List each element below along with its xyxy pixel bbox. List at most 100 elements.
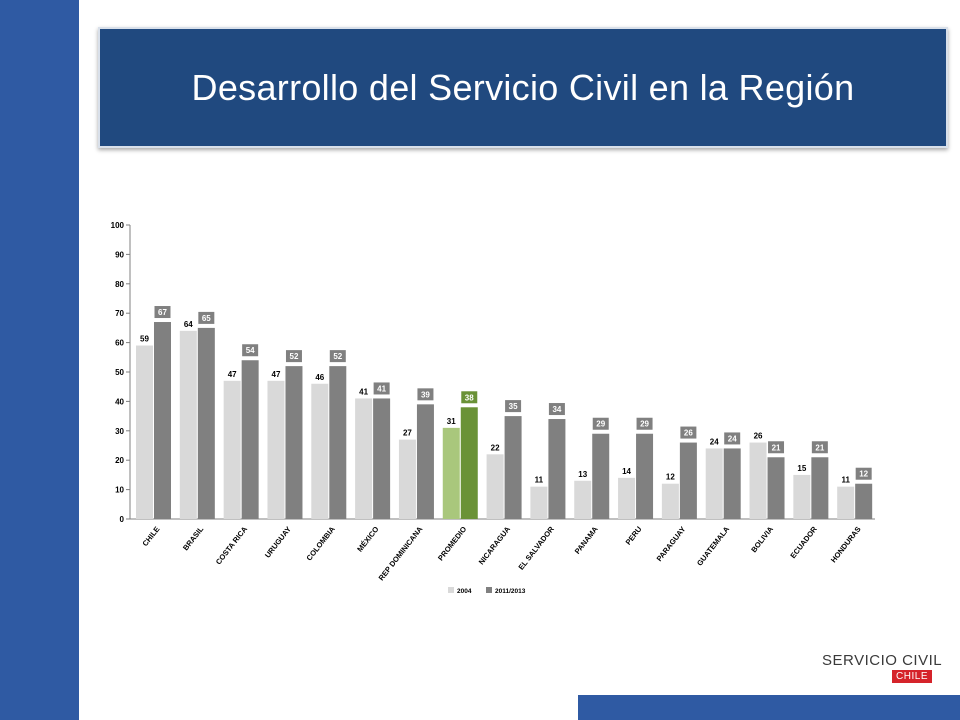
category-label: URUGUAY	[263, 525, 293, 560]
data-label-2011-2013: 65	[202, 314, 211, 323]
bar-2011-2013	[373, 398, 391, 519]
bar-2011-2013	[811, 457, 829, 519]
data-label-box-2011-2013	[855, 467, 872, 480]
bar-2004	[486, 454, 504, 519]
bar-2004	[661, 483, 679, 519]
data-label-2011-2013: 35	[509, 402, 518, 411]
data-label-2004: 64	[184, 320, 193, 329]
bar-2004	[267, 380, 285, 519]
bar-2011-2013	[855, 483, 873, 519]
y-tick-label: 10	[115, 486, 124, 495]
bar-chart: 0 10 20 30 40 50 60 70 80 90 100 59 67 CHILE 64 65 BRASI…	[111, 221, 875, 595]
data-label-2011-2013: 29	[640, 420, 649, 429]
category-label: REP DOMINICANA	[377, 524, 425, 582]
bar-2004	[705, 448, 723, 519]
data-label-2011-2013: 54	[246, 346, 255, 355]
slide-title: Desarrollo del Servicio Civil en la Regi…	[191, 67, 855, 108]
bar-2011-2013	[636, 433, 654, 519]
data-label-2011-2013: 12	[859, 470, 868, 479]
data-label-box-2011-2013	[680, 426, 697, 439]
bar-2004	[355, 398, 373, 519]
data-label-box-2011-2013	[198, 311, 215, 324]
bar-2004	[749, 442, 767, 519]
bar-2011-2013	[460, 407, 478, 519]
bar-2004	[618, 477, 636, 519]
category-label: MÉXICO	[355, 525, 380, 554]
data-label-2004: 14	[622, 467, 631, 476]
category-label: BRASIL	[181, 524, 206, 552]
data-label-2011-2013: 34	[552, 405, 561, 414]
y-tick-label: 70	[115, 309, 124, 318]
bar-2011-2013	[241, 360, 259, 519]
data-label-box-2011-2013	[768, 441, 785, 454]
data-label-box-2011-2013	[417, 388, 434, 401]
category-label: PARAGUAY	[655, 525, 688, 563]
data-label-box-2011-2013	[811, 441, 828, 454]
category-label: BOLIVIA	[749, 524, 775, 554]
category-label: CHILE	[141, 525, 162, 548]
bar-2004	[530, 486, 548, 519]
y-tick-label: 40	[115, 397, 124, 406]
data-label-box-2011-2013	[724, 432, 741, 445]
bar-2004	[136, 345, 153, 519]
y-tick-label: 30	[115, 427, 124, 436]
data-label-box-2011-2013	[548, 403, 565, 416]
bar-2004	[574, 480, 592, 519]
data-label-box-2011-2013	[242, 344, 259, 357]
category-label: HONDURAS	[829, 525, 863, 565]
data-label-2004: 12	[666, 473, 675, 482]
bar-2011-2013	[285, 366, 303, 519]
data-label-box-2011-2013	[636, 417, 653, 430]
data-label-2004: 46	[315, 373, 324, 382]
data-label-2011-2013: 52	[290, 352, 299, 361]
bar-2011-2013	[416, 404, 434, 519]
logo-subtext: CHILE	[892, 670, 932, 683]
data-label-2004: 11	[841, 476, 850, 485]
data-label-2011-2013: 52	[333, 352, 342, 361]
category-label: ECUADOR	[788, 524, 819, 560]
servicio-civil-logo: SERVICIO CIVIL CHILE	[822, 652, 942, 688]
y-tick-label: 20	[115, 456, 124, 465]
data-label-2004: 41	[359, 387, 368, 396]
data-label-2011-2013: 39	[421, 390, 430, 399]
bar-2004	[442, 427, 460, 519]
data-label-2004: 26	[754, 432, 763, 441]
data-label-2004: 47	[228, 370, 237, 379]
title-banner: Desarrollo del Servicio Civil en la Regi…	[98, 27, 948, 148]
y-tick-label: 90	[115, 250, 124, 259]
data-label-2004: 22	[491, 443, 500, 452]
category-label: PROMEDIO	[436, 525, 468, 563]
bar-2011-2013	[723, 448, 741, 519]
bar-2004	[398, 439, 416, 519]
category-label: PERU	[624, 525, 644, 547]
bottom-accent-band	[578, 695, 960, 720]
data-label-2004: 13	[578, 470, 587, 479]
y-tick-label: 100	[111, 221, 125, 230]
y-tick-label: 0	[120, 515, 125, 524]
bar-2004	[837, 486, 855, 519]
legend-label-2004: 2004	[457, 588, 472, 595]
bar-2011-2013	[504, 416, 522, 519]
category-label: PANAMA	[573, 524, 600, 555]
data-label-box-2011-2013	[461, 391, 478, 404]
data-label-box-2011-2013	[505, 400, 522, 413]
left-accent-band	[0, 0, 79, 720]
bar-2011-2013	[329, 366, 347, 519]
data-label-2011-2013: 41	[377, 384, 386, 393]
data-label-2011-2013: 26	[684, 429, 693, 438]
bar-2011-2013	[679, 442, 697, 519]
category-label: NICARAGUA	[477, 524, 513, 566]
legend-swatch-2011-2013	[486, 587, 492, 593]
data-label-2004: 59	[140, 335, 149, 344]
category-label: COLOMBIA	[305, 524, 338, 562]
legend-label-2011-2013: 2011/2013	[495, 588, 526, 595]
data-label-2011-2013: 67	[158, 308, 167, 317]
category-label: COSTA RICA	[214, 524, 250, 566]
data-label-2011-2013: 24	[728, 434, 737, 443]
data-label-2011-2013: 29	[596, 420, 605, 429]
data-label-2011-2013: 21	[772, 443, 781, 452]
data-label-2004: 27	[403, 429, 412, 438]
data-label-2004: 31	[447, 417, 456, 426]
data-label-2004: 11	[535, 476, 544, 485]
legend-swatch-2004	[448, 587, 454, 593]
